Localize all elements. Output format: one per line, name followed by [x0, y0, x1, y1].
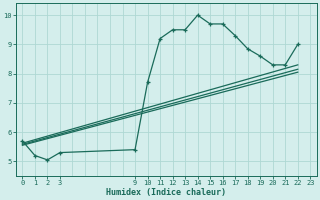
X-axis label: Humidex (Indice chaleur): Humidex (Indice chaleur) — [106, 188, 226, 197]
